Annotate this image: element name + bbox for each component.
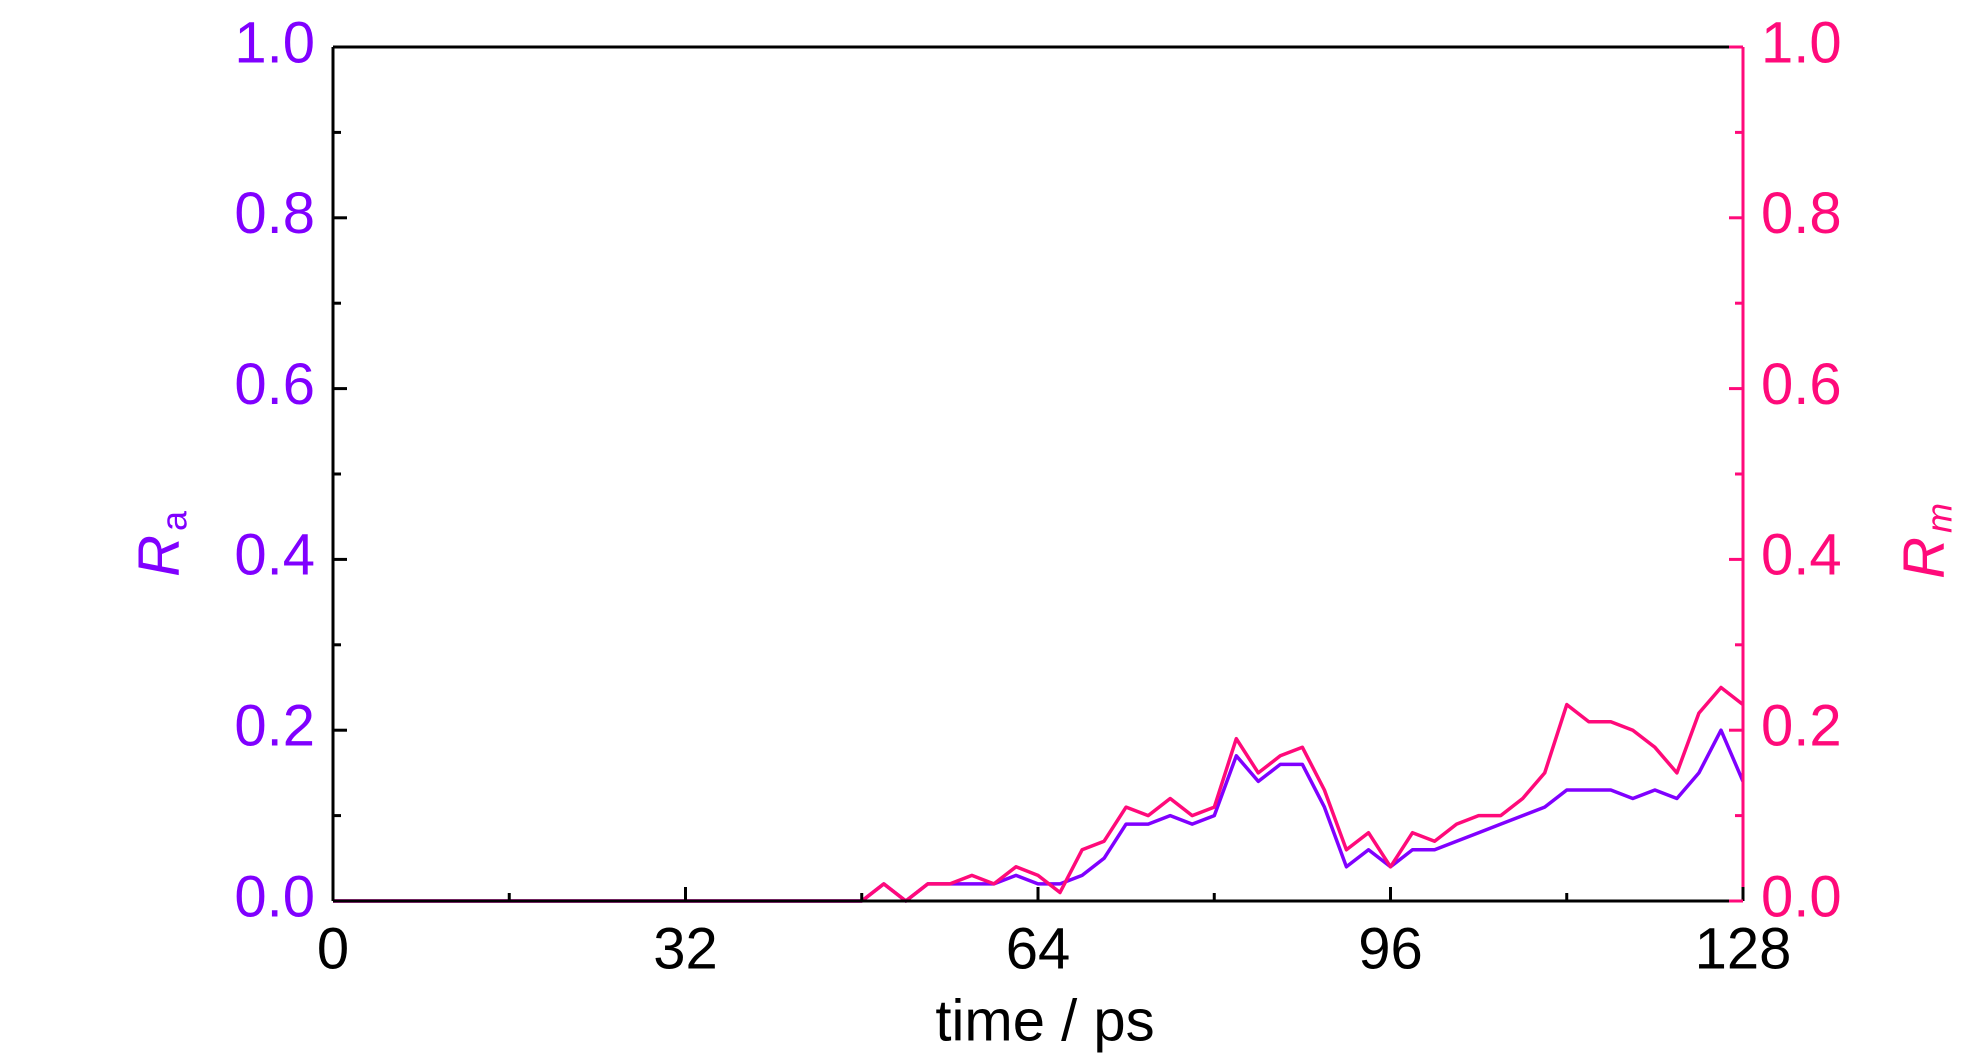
x-axis-label: time / ps [935, 988, 1154, 1053]
y-tick-label: 0.2 [234, 694, 315, 759]
x-tick-label: 64 [1006, 916, 1071, 981]
y2-axis-label-subscript: m [1919, 503, 1960, 533]
x-tick-label: 128 [1695, 916, 1792, 981]
y2-axis-label: R m [1891, 503, 1959, 579]
y2-tick-label: 0.4 [1761, 523, 1842, 588]
y2-tick-label: 0.8 [1761, 181, 1842, 246]
y-axis-label-main: R [126, 535, 191, 577]
y-axis-label: R a [126, 510, 194, 577]
y-tick-label: 0.4 [234, 523, 315, 588]
x-tick-label: 0 [317, 916, 349, 981]
y2-axis-label-main: R [1891, 537, 1956, 579]
data-line [333, 685, 1745, 903]
y-tick-label: 0.8 [234, 181, 315, 246]
y2-tick-label: 0.6 [1761, 352, 1842, 417]
y2-tick-label: 0.2 [1761, 694, 1842, 759]
y-tick-label: 0.6 [234, 352, 315, 417]
y-tick-label: 1.0 [234, 10, 315, 75]
x-tick-label: 32 [653, 916, 718, 981]
x-tick-label: 96 [1358, 916, 1423, 981]
y2-tick-label: 0.0 [1761, 864, 1842, 929]
y2-tick-label: 1.0 [1761, 10, 1842, 75]
y-axis-label-subscript: a [154, 510, 195, 531]
y-tick-label: 0.0 [234, 864, 315, 929]
